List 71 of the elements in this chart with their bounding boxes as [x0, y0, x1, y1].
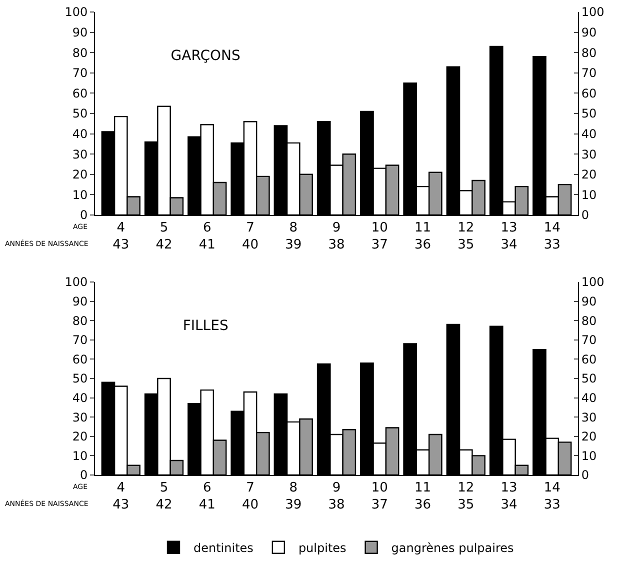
y-tick-label: 20: [581, 168, 597, 182]
x-tick-label: 4 43: [112, 220, 130, 252]
y2-tick-label: 20: [72, 430, 88, 444]
y2-tick-label: 90: [72, 294, 88, 308]
x-tick-label: 12 35: [458, 480, 474, 512]
x-tick-label: 5 42: [156, 480, 172, 512]
x-tick-label: 4 43: [112, 480, 130, 512]
x-tick-label: 8 39: [285, 220, 302, 252]
y2-tick-label: 50: [72, 372, 88, 386]
y-tick-label: 20: [581, 430, 597, 444]
x-tick-label: 10 37: [371, 480, 388, 512]
text: FILLES: [182, 318, 228, 334]
y2-tick-label: 60: [72, 352, 88, 366]
y2-tick-label: 20: [72, 168, 88, 182]
x-tick-label: 6 41: [198, 480, 216, 512]
y-tick-label: 70: [581, 66, 597, 80]
x-tick-label: 7 40: [242, 480, 259, 512]
x-tick-label: 5 42: [156, 220, 172, 252]
y2-tick-label: 0: [80, 468, 88, 482]
y-tick-label: 60: [581, 352, 597, 366]
x-tick-label: 13 34: [500, 220, 518, 252]
y2-tick-label: 50: [72, 106, 88, 121]
y2-tick-label: 30: [72, 147, 88, 162]
text: GARÇONS: [170, 48, 240, 64]
y2-tick-label: 40: [72, 391, 88, 405]
y-tick-label: 40: [581, 391, 597, 405]
x-tick-label: 14 33: [544, 480, 560, 512]
y2-tick-label: 90: [72, 26, 88, 40]
y-tick-label: 80: [581, 314, 597, 328]
y2-tick-label: 80: [72, 314, 88, 328]
y-tick-label: 0: [581, 468, 590, 482]
x-tick-label: 11 36: [414, 480, 432, 512]
y-tick-label: 30: [581, 147, 597, 162]
x-tick-label: 6 41: [198, 220, 216, 252]
y2-tick-label: 30: [72, 410, 88, 424]
y-tick-label: 90: [581, 26, 597, 40]
y-tick-label: 100: [581, 5, 604, 20]
y-tick-label: 40: [581, 127, 597, 141]
y2-tick-label: 10: [72, 188, 88, 202]
y-tick-label: 50: [581, 106, 597, 121]
y-tick-label: 100: [581, 275, 604, 290]
y-tick-label: 10: [581, 448, 597, 463]
y2-tick-label: 70: [72, 66, 88, 80]
y-tick-label: 50: [581, 372, 597, 386]
x-tick-label: 7 40: [242, 220, 259, 252]
x-tick-label: 9 38: [328, 220, 345, 252]
y-tick-label: 0: [581, 208, 590, 222]
x-tick-label: 13 34: [500, 480, 518, 512]
x-tick-label: 11 36: [414, 220, 432, 252]
y-tick-label: 10: [581, 188, 597, 202]
legend-label: pulpites: [298, 541, 346, 556]
x-tick-label: 12 35: [458, 220, 474, 252]
x-tick-label: 10 37: [371, 220, 388, 252]
y-tick-label: 90: [581, 294, 597, 308]
y2-tick-label: 60: [72, 86, 88, 100]
legend-label: dentinites: [194, 541, 254, 556]
x-tick-label: 14 33: [544, 220, 560, 252]
legend-label: gangrènes pulpaires: [391, 541, 514, 556]
y-tick-label: 30: [581, 410, 597, 424]
y2-tick-label: 40: [72, 127, 88, 141]
y-tick-label: 80: [581, 46, 597, 60]
y2-tick-label: 100: [64, 5, 88, 20]
y-tick-label: 70: [581, 333, 597, 348]
x-tick-label: 9 38: [328, 480, 345, 512]
y2-tick-label: 10: [72, 448, 88, 463]
y2-tick-label: 70: [72, 333, 88, 348]
y2-tick-label: 0: [80, 208, 88, 222]
x-tick-label: 8 39: [285, 480, 302, 512]
y2-tick-label: 80: [72, 46, 88, 60]
y2-tick-label: 100: [64, 275, 88, 290]
y-tick-label: 60: [581, 86, 597, 100]
